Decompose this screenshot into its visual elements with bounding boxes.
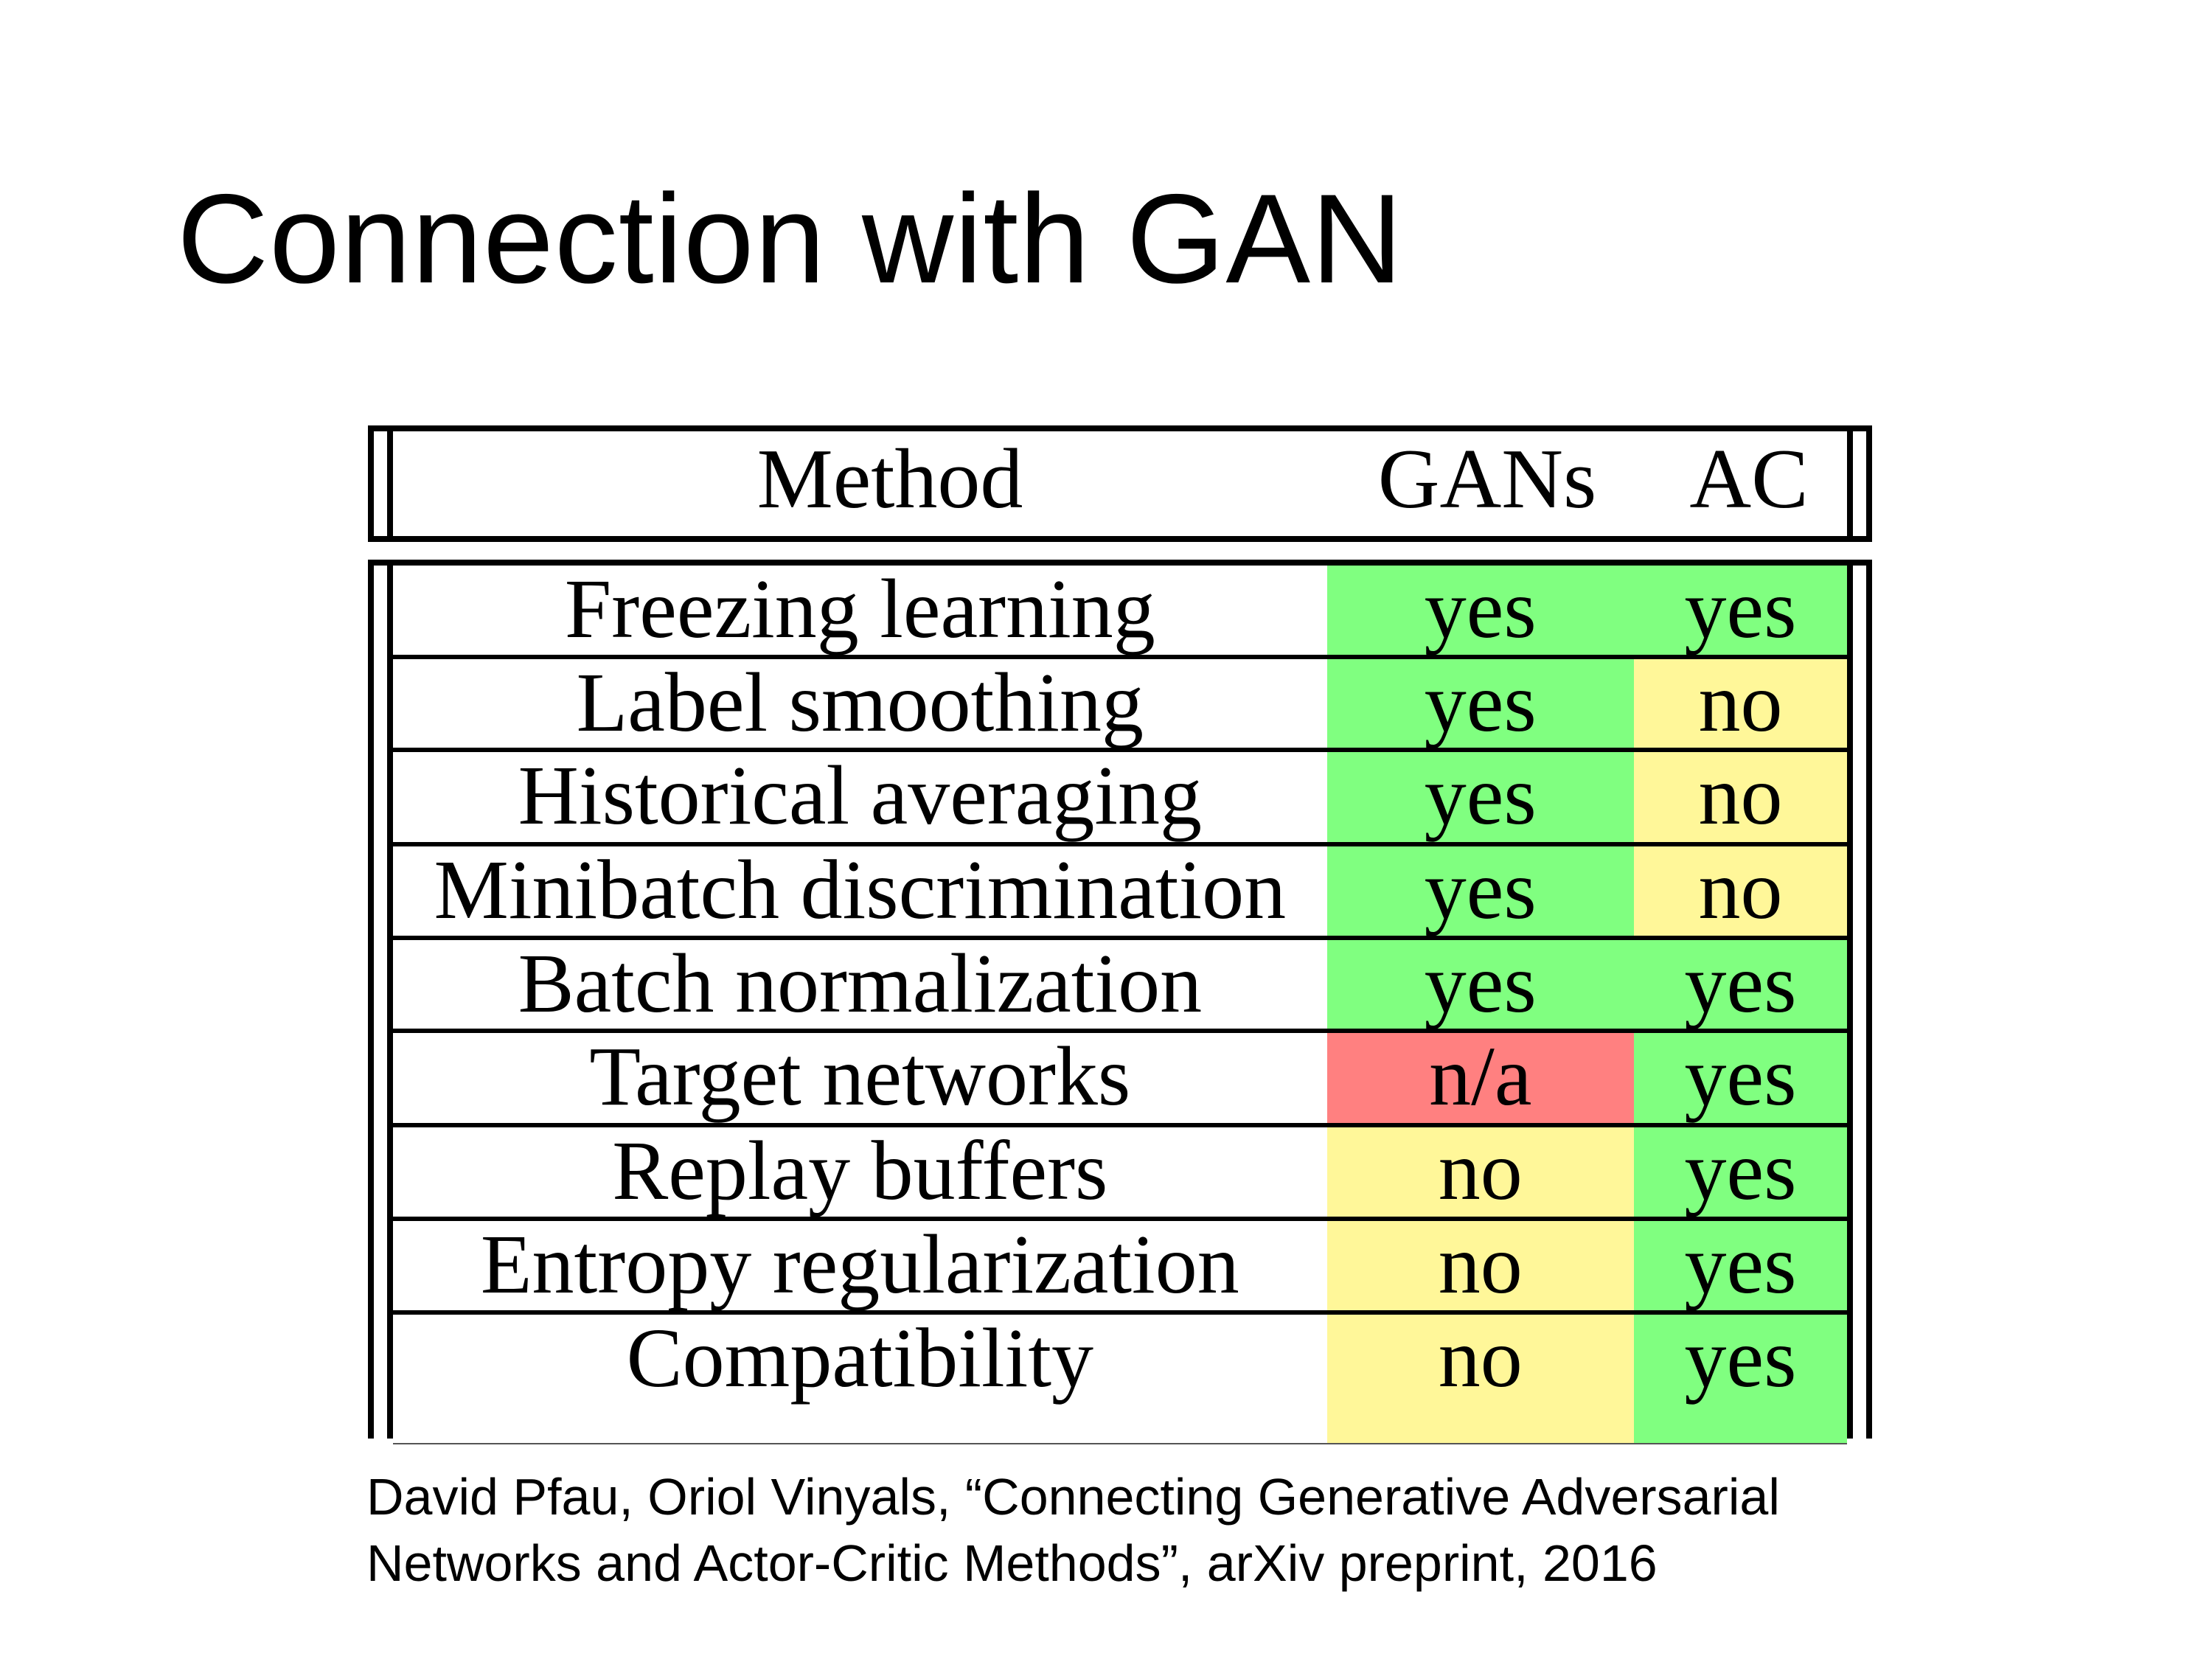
gans-cell: no (1326, 1127, 1634, 1217)
gans-cell: yes (1326, 752, 1634, 842)
table-row: Compatibility no yes (393, 1315, 1847, 1444)
table-row: Batch normalization yes yes (393, 940, 1847, 1033)
table-row: Entropy regularization no yes (393, 1221, 1847, 1315)
ac-cell: yes (1633, 940, 1847, 1029)
method-cell: Compatibility (393, 1315, 1327, 1443)
gans-cell: yes (1326, 940, 1634, 1029)
method-cell: Batch normalization (393, 940, 1327, 1029)
table-row: Freezing learning yes yes (393, 566, 1847, 659)
method-cell: Replay buffers (393, 1127, 1327, 1217)
table-row: Historical averaging yes no (393, 752, 1847, 846)
header-gans: GANs (1377, 432, 1597, 526)
gans-cell: n/a (1326, 1033, 1634, 1123)
method-cell: Minibatch discrimination (393, 846, 1327, 936)
table-row: Label smoothing yes no (393, 659, 1847, 752)
method-cell: Entropy regularization (393, 1221, 1327, 1310)
gans-cell: yes (1326, 846, 1634, 936)
table-row: Minibatch discrimination yes no (393, 846, 1847, 940)
gans-cell: yes (1326, 659, 1634, 748)
table-row: Target networks n/a yes (393, 1033, 1847, 1127)
ac-cell: yes (1633, 1315, 1847, 1443)
gans-cell: no (1326, 1221, 1634, 1310)
table-body: Freezing learning yes yes Label smoothing ye… (368, 560, 1872, 1444)
ac-cell: no (1633, 846, 1847, 936)
header-method: Method (757, 432, 1023, 526)
method-cell: Historical averaging (393, 752, 1327, 842)
header-ac: AC (1689, 432, 1809, 526)
ac-cell: yes (1633, 566, 1847, 655)
method-cell: Freezing learning (393, 566, 1327, 655)
ac-cell: yes (1633, 1033, 1847, 1123)
method-cell: Label smoothing (393, 659, 1327, 748)
ac-cell: no (1633, 659, 1847, 748)
gans-cell: yes (1326, 566, 1634, 655)
ac-cell: no (1633, 752, 1847, 842)
slide-title: Connection with GAN (177, 168, 1404, 310)
citation-line-1: David Pfau, Oriol Vinyals, “Connecting G… (366, 1468, 1780, 1526)
ac-cell: yes (1633, 1221, 1847, 1310)
table-row: Replay buffers no yes (393, 1127, 1847, 1221)
citation: David Pfau, Oriol Vinyals, “Connecting G… (366, 1464, 1780, 1596)
table-header: Method GANs AC (368, 425, 1872, 542)
method-cell: Target networks (393, 1033, 1327, 1123)
ac-cell: yes (1633, 1127, 1847, 1217)
citation-line-2: Networks and Actor-Critic Methods”, arXi… (366, 1534, 1658, 1592)
gans-cell: no (1326, 1315, 1634, 1443)
